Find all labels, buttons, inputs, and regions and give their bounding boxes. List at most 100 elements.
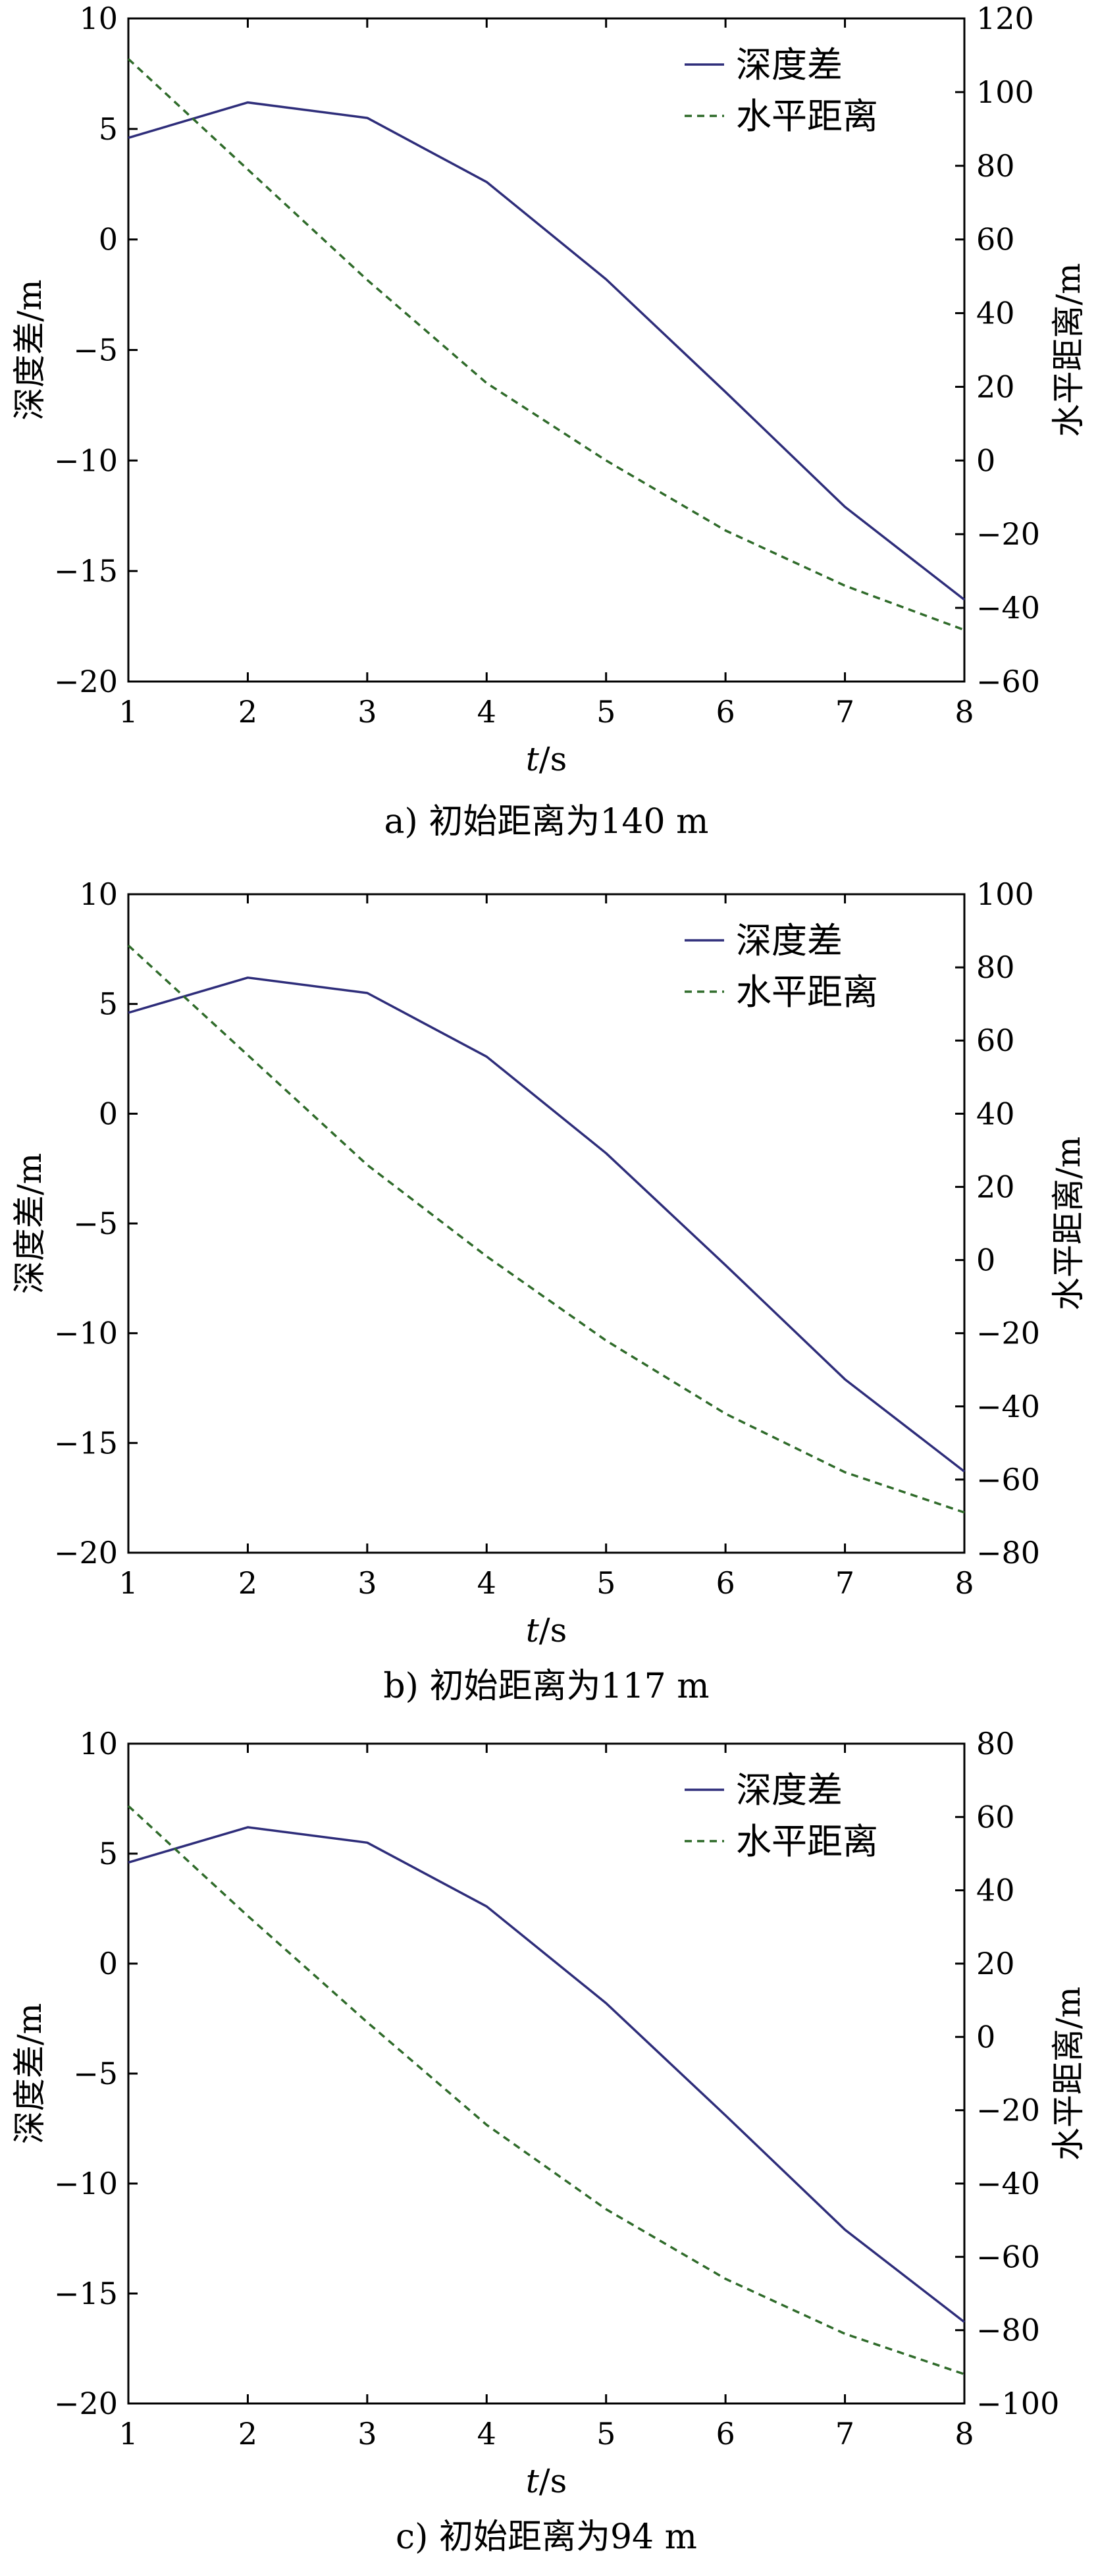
y-left-tick-label: −15 (54, 1425, 118, 1461)
x-axis-label-variable: t (526, 2462, 540, 2500)
y-right-tick-label: −40 (976, 2166, 1040, 2201)
panel-caption: a) 初始距离为140 m (384, 802, 709, 842)
x-tick-label: 1 (118, 1565, 138, 1601)
x-axis-label-unit: /s (539, 1611, 567, 1650)
x-tick-label: 2 (238, 1565, 257, 1601)
y-left-tick-label: −5 (73, 333, 118, 368)
x-tick-label: 8 (954, 694, 974, 730)
y-left-tick-label: −5 (73, 1206, 118, 1241)
x-axis-label-unit: /s (539, 740, 567, 778)
y-left-axis-label: 深度差/m (11, 1153, 49, 1294)
y-right-tick-label: 0 (976, 1243, 995, 1278)
y-right-tick-label: 120 (976, 1, 1034, 36)
y-right-tick-label: 60 (976, 222, 1015, 257)
y-left-tick-label: 10 (79, 876, 118, 912)
x-tick-label: 6 (716, 1565, 735, 1601)
y-right-tick-label: 80 (976, 148, 1015, 184)
x-tick-label: 5 (596, 1565, 615, 1601)
x-tick-label: 8 (954, 2416, 974, 2452)
x-tick-label: 1 (118, 694, 138, 730)
y-left-tick-label: −5 (73, 2056, 118, 2091)
x-tick-label: 8 (954, 1565, 974, 1601)
y-left-tick-label: −10 (54, 443, 118, 478)
y-right-tick-label: 20 (976, 1946, 1015, 1981)
panel-caption: c) 初始距离为94 m (396, 2517, 697, 2557)
legend-label-horizontal: 水平距离 (736, 95, 878, 137)
y-right-tick-label: 80 (976, 1726, 1015, 1761)
y-left-axis-label: 深度差/m (11, 279, 49, 420)
y-right-tick-label: −20 (976, 2093, 1040, 2128)
y-right-tick-label: 40 (976, 1096, 1015, 1131)
y-right-tick-label: −20 (976, 516, 1040, 552)
legend-label-depth: 深度差 (736, 920, 843, 961)
x-tick-label: 4 (477, 2416, 496, 2452)
x-tick-label: 4 (477, 1565, 496, 1601)
y-left-tick-label: 5 (99, 1836, 118, 1871)
y-left-tick-label: −10 (54, 1316, 118, 1351)
series-line-depth-difference (128, 103, 964, 600)
y-right-tick-label: 60 (976, 1799, 1015, 1835)
x-axis-label-variable: t (526, 1611, 540, 1650)
y-right-tick-label: −60 (976, 1462, 1040, 1497)
y-left-tick-label: −15 (54, 553, 118, 589)
x-axis-label: t/s (526, 740, 567, 778)
x-axis-label: t/s (526, 2462, 567, 2500)
x-tick-label: 4 (477, 694, 496, 730)
x-tick-label: 7 (835, 1565, 854, 1601)
y-right-tick-label: 100 (976, 876, 1034, 912)
y-right-axis-label: 水平距离/m (1049, 1137, 1087, 1310)
x-tick-label: 5 (596, 2416, 615, 2452)
y-right-tick-label: −40 (976, 590, 1040, 626)
y-right-tick-label: 40 (976, 296, 1015, 331)
x-tick-label: 3 (357, 694, 377, 730)
y-left-tick-label: 0 (99, 1946, 118, 1981)
y-left-tick-label: 5 (99, 111, 118, 147)
series-line-depth-difference (128, 1827, 964, 2322)
y-right-axis-label: 水平距离/m (1049, 263, 1087, 437)
y-right-tick-label: −80 (976, 1535, 1040, 1570)
y-right-axis-label: 水平距离/m (1049, 1987, 1087, 2160)
x-tick-label: 3 (357, 2416, 377, 2452)
series-line-horizontal-distance (128, 946, 964, 1513)
y-right-tick-label: −60 (976, 664, 1040, 699)
y-left-tick-label: −20 (54, 1535, 118, 1570)
y-right-tick-label: 20 (976, 369, 1015, 404)
x-tick-label: 7 (835, 694, 854, 730)
y-left-tick-label: 10 (79, 1, 118, 36)
y-right-tick-label: 20 (976, 1169, 1015, 1204)
y-left-tick-label: −10 (54, 2166, 118, 2201)
y-right-tick-label: 60 (976, 1023, 1015, 1058)
x-tick-label: 1 (118, 2416, 138, 2452)
x-tick-label: 7 (835, 2416, 854, 2452)
x-tick-label: 2 (238, 2416, 257, 2452)
y-left-tick-label: 10 (79, 1726, 118, 1761)
x-axis-label-variable: t (526, 740, 540, 778)
x-axis-label-unit: /s (539, 2462, 567, 2500)
y-right-tick-label: −40 (976, 1389, 1040, 1424)
y-right-tick-label: −60 (976, 2239, 1040, 2274)
legend-label-depth: 深度差 (736, 44, 843, 86)
y-left-axis-label: 深度差/m (11, 2003, 49, 2144)
series-line-horizontal-distance (128, 1806, 964, 2375)
series-line-horizontal-distance (128, 59, 964, 630)
legend-label-horizontal: 水平距离 (736, 971, 878, 1013)
x-tick-label: 2 (238, 694, 257, 730)
y-right-tick-label: −80 (976, 2313, 1040, 2348)
y-right-tick-label: 0 (976, 2019, 995, 2054)
x-tick-label: 3 (357, 1565, 377, 1601)
x-tick-label: 5 (596, 694, 615, 730)
y-right-tick-label: 40 (976, 1873, 1015, 1908)
legend-label-depth: 深度差 (736, 1769, 843, 1811)
y-left-tick-label: 5 (99, 986, 118, 1022)
y-left-tick-label: −20 (54, 664, 118, 699)
y-right-tick-label: 0 (976, 443, 995, 478)
y-right-tick-label: 100 (976, 74, 1034, 110)
y-left-tick-label: 0 (99, 1096, 118, 1131)
y-right-tick-label: −100 (976, 2386, 1059, 2421)
x-axis-label: t/s (526, 1611, 567, 1650)
